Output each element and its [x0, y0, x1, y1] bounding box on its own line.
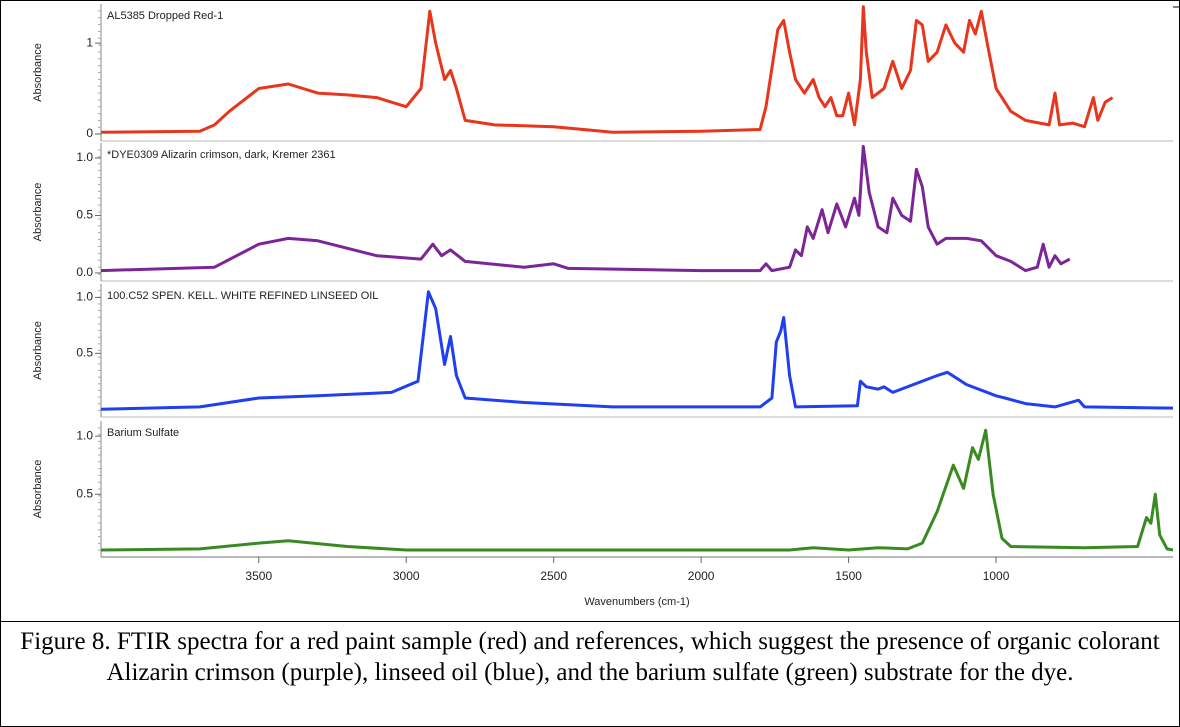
y-tick-label: 1: [86, 35, 93, 49]
x-tick-label: 3000: [393, 569, 420, 583]
y-axis-label: Absorbance: [32, 460, 44, 519]
y-tick-label: 0.5: [76, 208, 93, 222]
x-tick-label: 1000: [983, 569, 1010, 583]
y-tick-label: 1.0: [76, 428, 93, 442]
y-tick-label: 1.0: [76, 150, 93, 164]
panel-title: *DYE0309 Alizarin crimson, dark, Kremer …: [107, 149, 336, 161]
y-tick-label: 0.0: [76, 265, 93, 279]
y-axis-label: Absorbance: [32, 183, 44, 242]
panel-title: Barium Sulfate: [107, 427, 179, 439]
spectrum-line: [100, 428, 1174, 552]
y-axis-label: Absorbance: [32, 321, 44, 380]
spectrum-line: [100, 144, 1071, 273]
panel-title: 100.C52 SPEN. KELL. WHITE REFINED LINSEE…: [107, 290, 378, 302]
y-tick-label: 0: [86, 126, 93, 140]
spectrum-line: [100, 290, 1174, 411]
x-tick-label: 3500: [245, 569, 272, 583]
x-tick-label: 2500: [540, 569, 567, 583]
chart: 0 1 Absorbance AL5385 Dropped Red-1 1.0 0.5 0.…: [32, 4, 1179, 608]
spectrum-line: [100, 5, 1114, 134]
caption: Figure 8. FTIR spectra for a red paint s…: [20, 628, 1160, 686]
x-axis-label: Wavenumbers (cm-1): [584, 596, 689, 608]
y-tick-label: 0.5: [76, 345, 93, 359]
x-tick-label: 1500: [835, 569, 862, 583]
y-tick-label: 1.0: [76, 290, 93, 304]
caption-box: Figure 8. FTIR spectra for a red paint s…: [1, 621, 1179, 726]
y-axis-label: Absorbance: [32, 43, 44, 102]
y-tick-label: 0.5: [76, 486, 93, 500]
panel-title: AL5385 Dropped Red-1: [107, 10, 223, 22]
x-tick-label: 2000: [688, 569, 715, 583]
